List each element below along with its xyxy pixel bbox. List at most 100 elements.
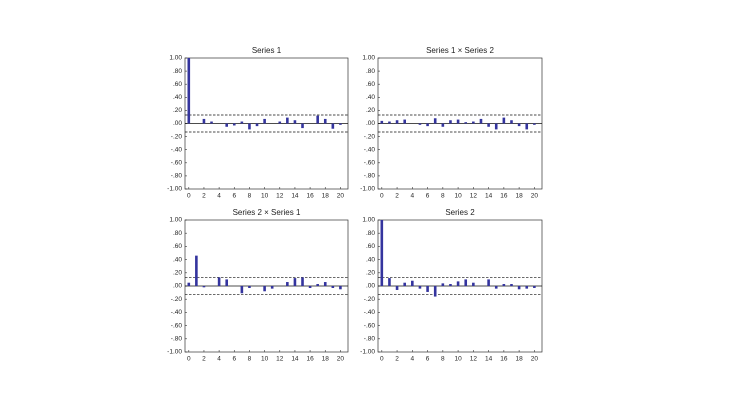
- x-tick-label: 8: [248, 356, 252, 363]
- x-tick-label: 16: [500, 193, 508, 200]
- bar: [517, 123, 521, 127]
- x-tick-label: 20: [531, 356, 539, 363]
- bar: [286, 117, 289, 124]
- x-tick-label: 6: [232, 356, 236, 363]
- bar: [339, 123, 342, 125]
- x-tick-label: 16: [306, 193, 314, 200]
- chart-title: Series 2: [445, 208, 475, 217]
- bar: [316, 284, 319, 286]
- bar: [395, 286, 399, 290]
- y-tick-label: .40: [366, 256, 375, 263]
- bar: [472, 121, 475, 124]
- x-tick-label: 4: [411, 356, 415, 363]
- x-tick-label: 16: [306, 356, 314, 363]
- y-tick-label: -1.00: [167, 349, 182, 356]
- x-tick-label: 2: [202, 356, 206, 363]
- x-tick-label: 6: [232, 193, 236, 200]
- bar: [433, 286, 437, 297]
- bar: [255, 123, 259, 127]
- x-tick-label: 18: [322, 356, 330, 363]
- y-tick-label: 1.00: [362, 55, 375, 62]
- bar: [225, 279, 228, 286]
- y-tick-label: .80: [173, 230, 182, 237]
- bar: [494, 286, 498, 289]
- y-tick-label: -.80: [171, 173, 183, 180]
- x-tick-label: 10: [454, 193, 462, 200]
- y-tick-label: .40: [173, 94, 182, 101]
- y-tick-label: 1.00: [362, 217, 375, 224]
- bar: [525, 286, 529, 289]
- y-tick-label: -.80: [171, 336, 183, 343]
- x-tick-label: 2: [395, 193, 399, 200]
- x-tick-label: 0: [380, 356, 384, 363]
- bar: [293, 278, 297, 286]
- y-tick-label: .80: [366, 68, 375, 75]
- bar: [232, 123, 236, 126]
- y-tick-label: -.40: [364, 146, 376, 153]
- bar: [286, 282, 289, 286]
- bar: [441, 283, 445, 286]
- bar: [449, 284, 452, 286]
- x-tick-label: 20: [337, 193, 345, 200]
- x-tick-label: 10: [454, 356, 462, 363]
- bar: [403, 119, 406, 124]
- x-tick-label: 8: [441, 193, 445, 200]
- bar: [411, 280, 414, 286]
- y-tick-label: .40: [173, 256, 182, 263]
- bar: [248, 123, 251, 130]
- bar: [456, 119, 460, 124]
- bar: [426, 123, 429, 127]
- bar: [502, 117, 506, 124]
- bar: [464, 122, 468, 124]
- y-tick-label: .60: [173, 243, 182, 250]
- bar: [339, 286, 342, 290]
- bar: [487, 279, 490, 286]
- x-tick-label: 18: [322, 193, 330, 200]
- bar: [533, 286, 536, 288]
- bar: [418, 123, 422, 125]
- y-tick-label: .60: [366, 81, 375, 88]
- bar: [195, 255, 198, 286]
- y-tick-label: -.60: [364, 322, 376, 329]
- x-tick-label: 2: [202, 193, 206, 200]
- bar: [502, 284, 506, 286]
- x-tick-label: 0: [380, 193, 384, 200]
- y-tick-label: .60: [173, 81, 182, 88]
- bar: [217, 277, 221, 286]
- y-tick-label: .20: [173, 270, 182, 277]
- bar: [388, 121, 391, 124]
- bar: [525, 123, 529, 130]
- bar: [316, 115, 319, 124]
- bar: [301, 277, 304, 286]
- x-tick-label: 6: [426, 356, 430, 363]
- y-tick-label: .80: [366, 230, 375, 237]
- bar: [323, 282, 327, 286]
- bar: [270, 286, 274, 289]
- bar: [464, 279, 468, 286]
- y-tick-label: -1.00: [360, 349, 375, 356]
- x-tick-label: 12: [470, 193, 478, 200]
- bar: [395, 120, 399, 124]
- bar: [510, 120, 513, 124]
- bar: [248, 286, 251, 288]
- bar: [517, 286, 521, 290]
- bar: [187, 58, 191, 124]
- chart-title: Series 2 × Series 1: [233, 208, 301, 217]
- x-tick-label: 10: [261, 356, 269, 363]
- chart-title: Series 1 × Series 2: [426, 46, 494, 55]
- bar: [210, 121, 213, 124]
- y-tick-label: .00: [366, 120, 375, 127]
- bar: [278, 121, 282, 124]
- x-tick-label: 20: [531, 193, 539, 200]
- y-tick-label: -1.00: [360, 186, 375, 193]
- y-tick-label: -.40: [171, 309, 183, 316]
- x-tick-label: 14: [485, 193, 493, 200]
- bar: [510, 284, 513, 286]
- y-tick-label: -.20: [171, 296, 183, 303]
- bar: [418, 286, 422, 289]
- bar: [202, 286, 206, 288]
- bar: [449, 120, 452, 124]
- bar: [403, 282, 406, 286]
- bar: [263, 118, 266, 124]
